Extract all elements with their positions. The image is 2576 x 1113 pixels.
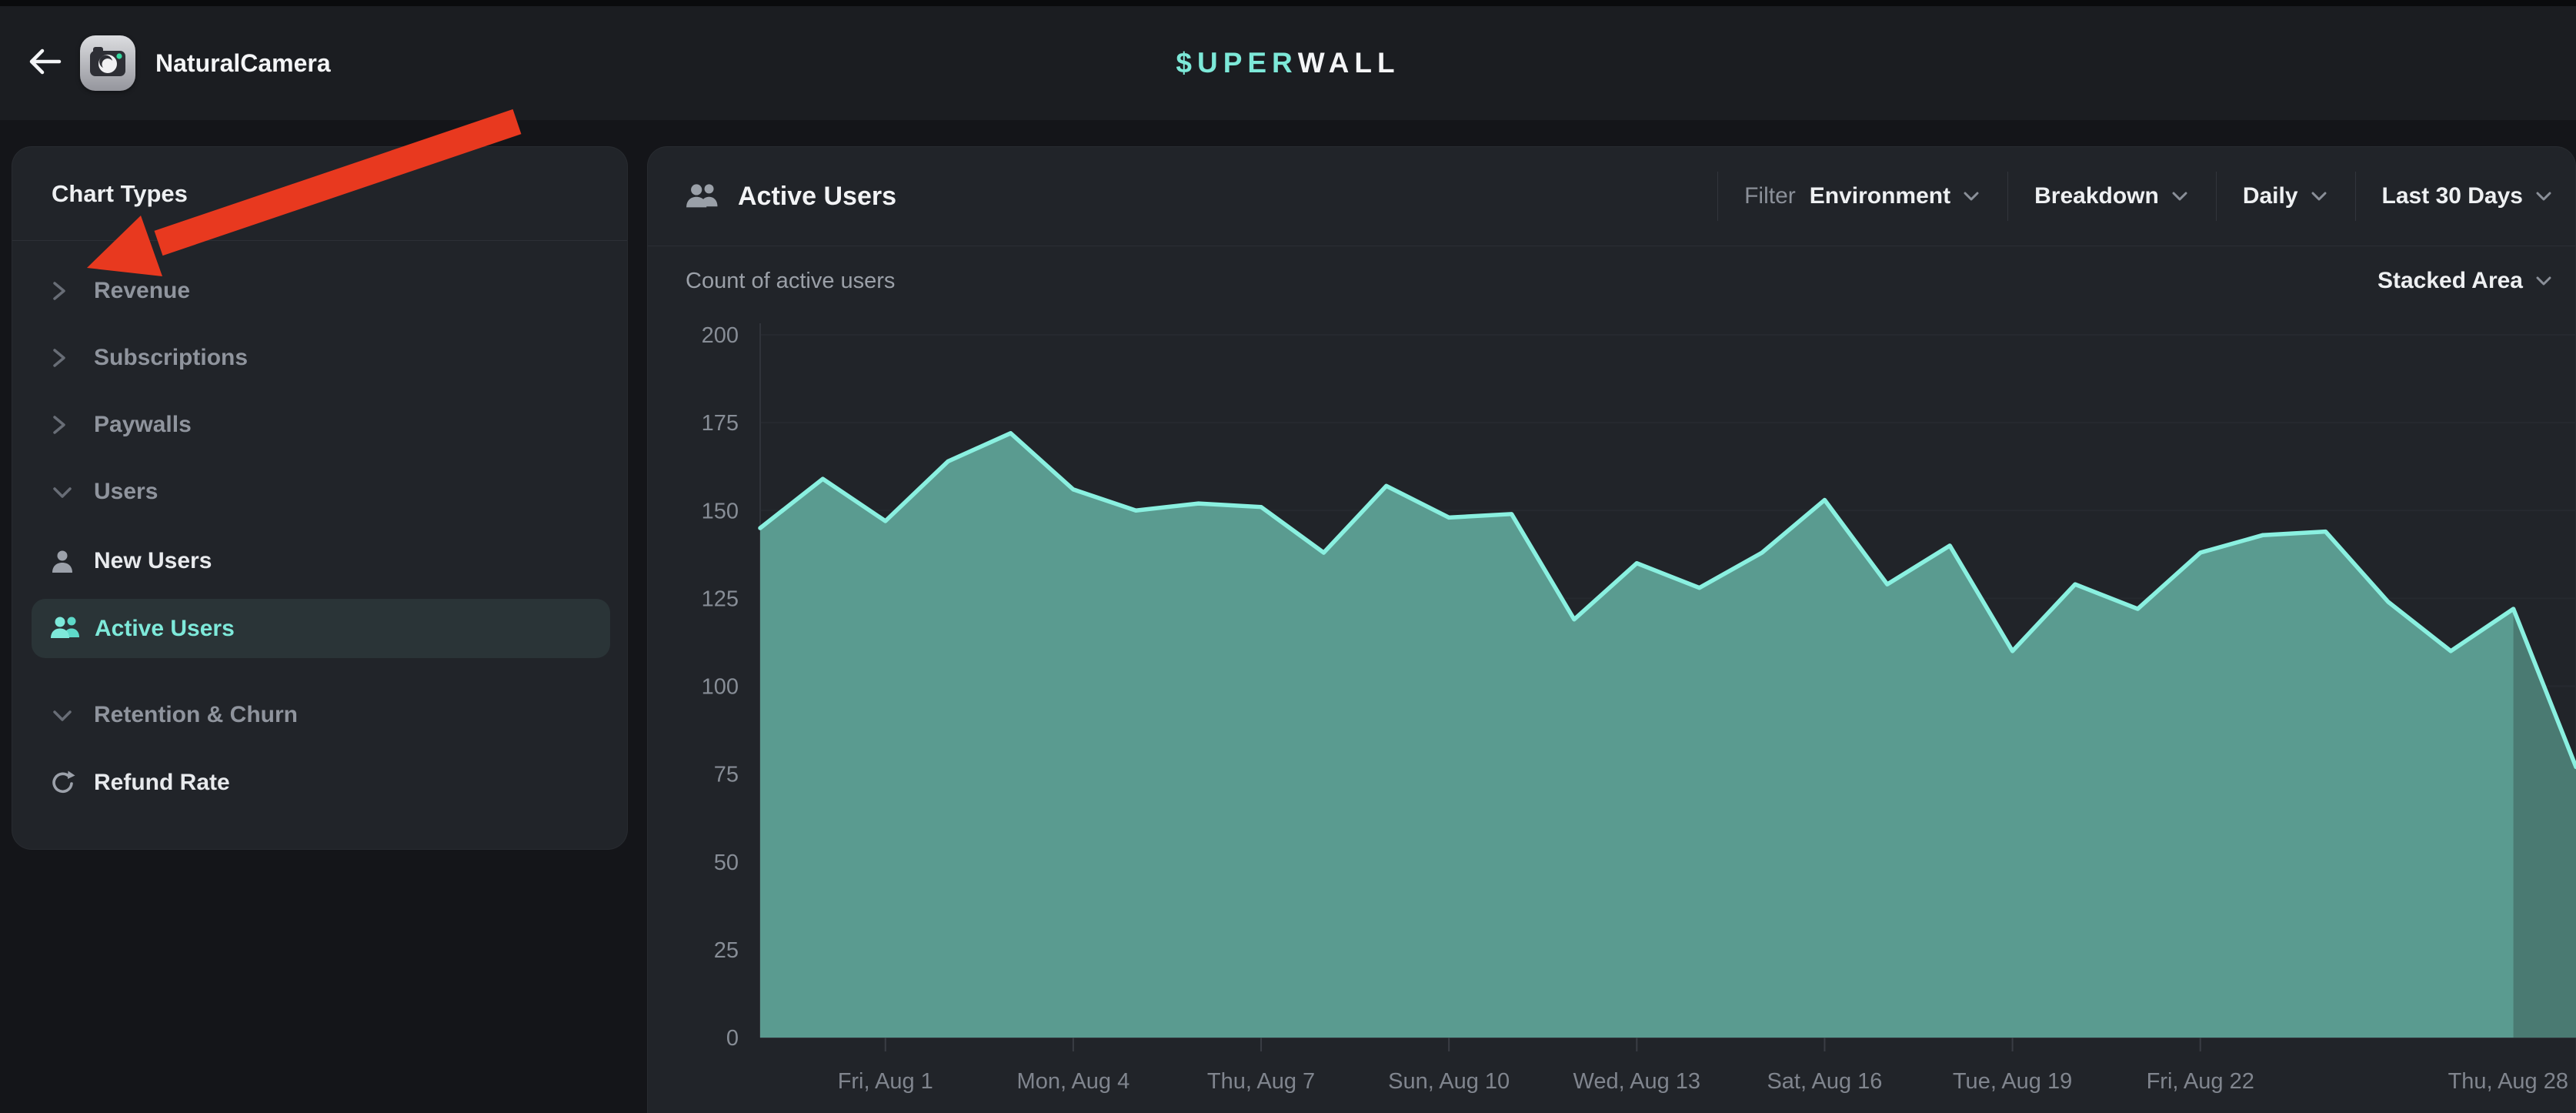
chart-sub-header: Count of active users Stacked Area [648,246,2575,316]
superwall-logo: $UPER WALL [1176,6,1400,120]
interval-dropdown-label: Daily [2242,183,2298,209]
filter-label: Filter [1744,183,1796,209]
sidebar-item-revenue[interactable]: Revenue [31,267,609,315]
panel-title: Active Users [738,181,897,211]
sidebar-item-label: Users [94,479,158,504]
back-arrow-icon [27,46,62,81]
sidebar-item-paywalls[interactable]: Paywalls [31,401,609,449]
people-icon [686,179,722,214]
sidebar-item-label: Revenue [94,278,191,303]
breakdown-dropdown[interactable]: Breakdown [2034,183,2190,209]
sidebar-item-label: Paywalls [94,412,192,437]
chevron-right-icon [49,277,85,305]
sidebar-divider [12,240,627,241]
window-top-strip [0,0,2576,6]
sidebar-item-label: Active Users [95,615,235,641]
chevron-right-icon [49,344,85,372]
sidebar-title: Chart Types [52,179,188,207]
logo-suffix: WALL [1297,47,1400,79]
sidebar-item-new-users[interactable]: New Users [31,537,609,585]
chevron-down-icon [49,701,85,729]
back-button[interactable] [22,40,68,86]
separator [2007,172,2009,221]
sidebar-item-users[interactable]: Users [31,468,609,516]
sidebar-item-label: Retention & Churn [94,702,298,727]
chevron-down-icon [2309,189,2329,204]
breakdown-dropdown-label: Breakdown [2034,183,2159,209]
people-icon [50,613,85,644]
chart-type-dropdown[interactable]: Stacked Area [2377,268,2554,294]
sidebar-item-retention-churn[interactable]: Retention & Churn [31,691,609,739]
chart-types-sidebar: Chart Types Revenue Subscriptions Paywal… [12,146,628,850]
sidebar-item-refund-rate[interactable]: Refund Rate [31,759,609,807]
person-icon [49,547,85,575]
chart-type-dropdown-label: Stacked Area [2377,268,2523,293]
separator [1717,172,1719,221]
chevron-down-icon [2534,273,2554,289]
separator [2354,172,2356,221]
sidebar-item-label: Subscriptions [94,345,249,370]
sidebar-item-label: New Users [94,548,212,573]
chevron-down-icon [2534,189,2554,204]
date-range-dropdown-label: Last 30 Days [2381,183,2523,209]
app-name: NaturalCamera [155,48,331,77]
chevron-down-icon [49,478,85,506]
chevron-right-icon [49,411,85,439]
chevron-down-icon [1961,189,1981,204]
sidebar-item-label: Refund Rate [94,770,230,795]
interval-dropdown[interactable]: Daily [2243,183,2329,209]
refresh-icon [49,768,85,797]
sidebar-item-active-users[interactable]: Active Users [32,599,610,658]
sidebar-item-subscriptions[interactable]: Subscriptions [31,334,609,382]
panel-title-group: Active Users [686,179,896,214]
top-bar: NaturalCamera $UPER WALL [0,6,2576,120]
logo-prefix: $UPER [1176,47,1298,79]
panel-header: Active Users Filter Environment Breakdow… [648,147,2575,246]
active-users-panel: Active Users Filter Environment Breakdow… [647,146,2576,1113]
app-icon-camera [80,35,135,91]
date-range-dropdown[interactable]: Last 30 Days [2382,183,2554,209]
filter-bar: Filter Environment Breakdown Daily La [1691,147,2554,246]
chevron-down-icon [2170,189,2190,204]
separator [2215,172,2217,221]
environment-dropdown-label: Environment [1809,183,1951,209]
chart-subtitle: Count of active users [686,268,896,293]
environment-dropdown[interactable]: Environment [1810,183,1981,209]
